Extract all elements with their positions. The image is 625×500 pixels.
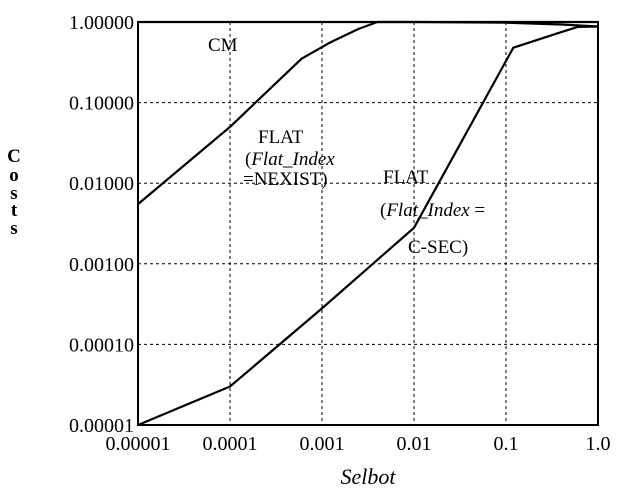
- y-axis-label-char: t: [11, 200, 18, 221]
- x-tick-label: 0.001: [300, 433, 345, 455]
- annotation-line: C-SEC): [408, 237, 468, 258]
- tick-labels: 0.00001 0.0001 0.001 0.01 0.1 1.0 1.00000 0.100…: [69, 12, 611, 455]
- x-tick-label: 0.00001: [106, 433, 171, 455]
- annotation-line: CM: [208, 35, 238, 56]
- y-tick-label: 0.00100: [69, 254, 134, 276]
- x-axis-label: Selbot: [341, 464, 397, 489]
- x-tick-label: 0.1: [494, 433, 519, 455]
- annotation-line: =NEXIST): [243, 169, 328, 190]
- y-tick-label: 1.00000: [69, 12, 134, 34]
- grid: [138, 22, 598, 425]
- series-lines: [137, 20, 599, 427]
- y-tick-label: 0.10000: [69, 93, 134, 115]
- x-tick-label: 0.01: [397, 433, 432, 455]
- series-line-3: [137, 25, 599, 427]
- series-line-2: [137, 20, 598, 205]
- y-axis-label-char: s: [10, 183, 17, 204]
- annotation-line: FLAT: [383, 167, 429, 188]
- annotation-1: CM: [208, 35, 238, 56]
- x-tick-label: 1.0: [586, 433, 611, 455]
- x-tick-label: 0.0001: [203, 433, 258, 455]
- y-axis-label-char: s: [10, 218, 17, 239]
- annotation-line: (Flat_Index =: [380, 200, 485, 221]
- annotation-line: (Flat_Index: [245, 149, 335, 170]
- y-axis-label-char: o: [9, 165, 19, 186]
- plot-frame: [137, 21, 599, 426]
- y-axis-label-char: C: [7, 146, 21, 167]
- y-tick-label: 0.00010: [69, 334, 134, 356]
- y-tick-label: 0.00001: [69, 415, 134, 437]
- annotation-line: FLAT: [258, 127, 304, 148]
- y-tick-label: 0.01000: [69, 173, 134, 195]
- annotation-3: FLAT (Flat_Index = C-SEC): [380, 167, 485, 258]
- annotation-2: FLAT(Flat_Index=NEXIST): [243, 127, 335, 190]
